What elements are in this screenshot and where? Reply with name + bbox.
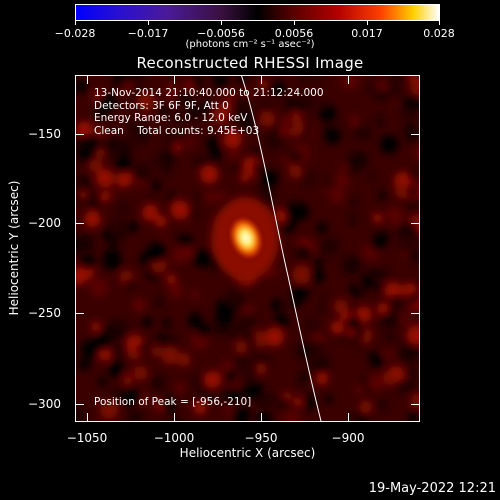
colorbar-units: (photons cm⁻² s⁻¹ asec⁻²) (185, 39, 315, 50)
x-tick-label: −900 (331, 431, 365, 445)
method-counts: Clean Total counts: 9.45E+03 (94, 124, 260, 137)
y-tick (75, 134, 84, 135)
y-tick (411, 313, 420, 314)
observation-info: 13-Nov-2014 21:10:40.000 to 21:12:24.000… (94, 87, 324, 137)
colorbar-tick (367, 20, 368, 25)
energy-range: Energy Range: 6.0 - 12.0 keV (94, 112, 248, 124)
x-tick (174, 413, 175, 422)
y-tick-label: −300 (28, 397, 61, 411)
colorbar (75, 4, 440, 21)
timestamp: 19-May-2022 12:21 (368, 481, 496, 496)
time-range: 13-Nov-2014 21:10:40.000 to 21:12:24.000 (94, 87, 324, 99)
x-tick (174, 75, 175, 84)
y-tick (75, 313, 84, 314)
y-tick (411, 223, 420, 224)
y-tick (411, 404, 420, 405)
x-tick (348, 75, 349, 84)
x-tick-label: −1050 (66, 431, 108, 445)
colorbar-label: 0.0056 (274, 27, 314, 40)
y-tick-label: −200 (28, 216, 61, 230)
colorbar-label: 0.017 (351, 27, 383, 40)
noise-texture (76, 76, 419, 421)
detectors: Detectors: 3F 6F 9F, Att 0 (94, 99, 229, 112)
x-tick (261, 413, 262, 422)
peak-position: Position of Peak = [-956,-210] (94, 396, 252, 408)
x-tick (87, 413, 88, 422)
colorbar-tick (221, 20, 222, 25)
y-tick (411, 134, 420, 135)
image-title: Reconstructed RHESSI Image (136, 54, 364, 72)
colorbar-tick (75, 20, 76, 25)
x-tick (348, 413, 349, 422)
x-tick (87, 75, 88, 84)
x-tick-label: −950 (244, 431, 278, 445)
image-canvas (76, 76, 419, 421)
x-tick-label: −1000 (153, 431, 195, 445)
flare-source (228, 214, 264, 262)
colorbar-label: −0.028 (54, 27, 96, 40)
colorbar-label: 0.028 (423, 27, 455, 40)
y-tick (75, 404, 84, 405)
colorbar-tick (439, 20, 440, 25)
y-tick-label: −150 (28, 127, 61, 141)
x-axis-title: Heliocentric X (arcsec) (179, 446, 316, 460)
y-axis-title: Heliocentric Y (arcsec) (7, 180, 21, 316)
solar-limb (241, 76, 322, 421)
x-tick (261, 75, 262, 84)
colorbar-label: −0.017 (127, 27, 169, 40)
colorbar-label: −0.0056 (197, 27, 245, 40)
y-tick (75, 223, 84, 224)
colorbar-tick (294, 20, 295, 25)
rhessi-image (75, 75, 420, 422)
colorbar-tick (148, 20, 149, 25)
y-tick-label: −250 (28, 306, 61, 320)
